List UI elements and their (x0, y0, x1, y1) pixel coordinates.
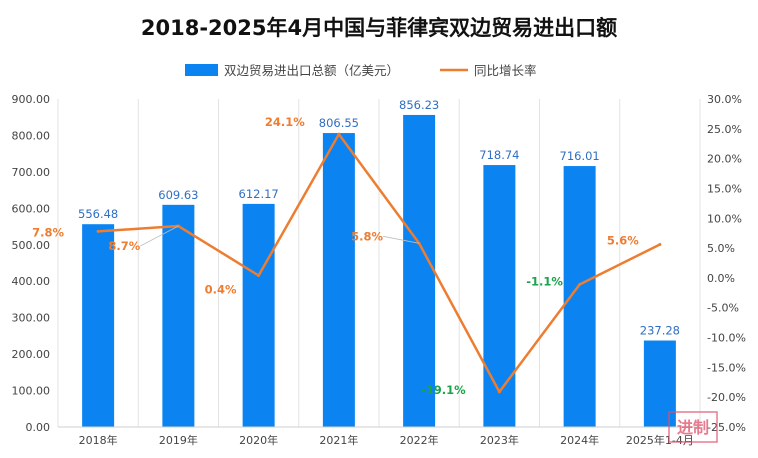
y-left-tick-label: 100.00 (12, 385, 51, 398)
bar-value-label: 612.17 (239, 187, 279, 201)
y-right-tick-label: 10.0% (707, 212, 742, 225)
growth-rate-point-4 (337, 132, 341, 136)
watermark-stamp: 进制 (668, 411, 718, 443)
bar-5 (403, 114, 436, 428)
bar-3 (242, 203, 275, 427)
growth-rate-point-6 (497, 390, 501, 394)
growth-rate-label: 7.8% (32, 225, 64, 239)
y-right-tick-label: 0.0% (707, 272, 735, 285)
growth-rate-point-7 (578, 282, 582, 286)
bar-value-label: 716.01 (560, 149, 600, 163)
y-left-tick-label: 900.00 (12, 93, 51, 106)
axes: 0.00 100.00 200.00 300.00 400.00 500.00 600.00… (12, 93, 746, 447)
x-category-label: 2023年 (480, 433, 519, 447)
y-right-tick-label: 25.0% (707, 123, 742, 136)
y-right-tick-label: 5.0% (707, 242, 735, 255)
growth-rate-point-1 (96, 229, 100, 233)
y-right-tick-label: -5.0% (707, 302, 739, 315)
x-category-label: 2025年1-4月 (626, 433, 694, 447)
bar-value-label: 237.28 (640, 324, 680, 338)
growth-rate-point-3 (257, 274, 261, 278)
data-labels: 556.48 609.63 612.17 806.55 856.23 718.74 716.… (32, 98, 680, 397)
y-right-tick-label: 15.0% (707, 182, 742, 195)
label-leader-line (383, 235, 420, 244)
bar-4 (322, 133, 355, 428)
y-left-tick-label: 400.00 (12, 275, 51, 288)
chart-legend: 双边贸易进出口总额（亿美元） 同比增长率 (185, 63, 537, 78)
chart-title: 2018-2025年4月中国与菲律宾双边贸易进出口额 (141, 16, 617, 40)
growth-rate-line (98, 132, 661, 394)
growth-rate-label: 0.4% (205, 283, 237, 297)
legend-label-line: 同比增长率 (474, 63, 537, 78)
y-left-tick-label: 300.00 (12, 312, 51, 325)
x-category-label: 2021年 (319, 433, 358, 447)
y-right-tick-label: 30.0% (707, 93, 742, 106)
bar-value-label: 718.74 (479, 148, 519, 162)
y-left-tick-label: 600.00 (12, 202, 51, 215)
growth-rate-label: 24.1% (265, 115, 305, 129)
y-left-tick-label: 0.00 (26, 421, 51, 434)
x-category-label: 2020年 (239, 433, 278, 447)
y-right-tick-label: -15.0% (707, 361, 746, 374)
bar-8 (643, 340, 676, 427)
bar-2 (162, 204, 195, 427)
bar-6 (483, 165, 516, 427)
watermark-text: 进制 (677, 418, 709, 437)
x-category-label: 2018年 (79, 433, 118, 447)
bar-7 (563, 166, 596, 427)
y-left-tick-label: 700.00 (12, 166, 51, 179)
y-right-tick-label: 20.0% (707, 153, 742, 166)
y-left-tick-label: 800.00 (12, 129, 51, 142)
label-leader-line (140, 225, 179, 247)
grid-lines (57, 99, 701, 427)
y-right-tick-label: -25.0% (707, 421, 746, 434)
x-category-label: 2024年 (560, 433, 599, 447)
growth-rate-label: 5.8% (351, 229, 383, 243)
growth-rate-point-8 (658, 243, 662, 247)
growth-rate-label: -19.1% (421, 383, 466, 397)
x-category-label: 2022年 (400, 433, 439, 447)
y-right-tick-label: -20.0% (707, 391, 746, 404)
bar-value-label: 556.48 (78, 207, 118, 221)
y-right-tick-label: -10.0% (707, 332, 746, 345)
y-left-tick-label: 500.00 (12, 239, 51, 252)
bar-1 (82, 224, 115, 427)
x-category-label: 2019年 (159, 433, 198, 447)
bar-value-label: 856.23 (399, 98, 439, 112)
growth-rate-label: -1.1% (526, 274, 563, 288)
growth-rate-label: 5.6% (607, 234, 639, 248)
bar-value-label: 609.63 (158, 188, 198, 202)
legend-label-bar: 双边贸易进出口总额（亿美元） (224, 63, 399, 78)
legend-swatch-bar (185, 64, 218, 76)
bar-series (82, 114, 676, 428)
y-left-tick-label: 200.00 (12, 348, 51, 361)
watermark-border (668, 411, 718, 443)
bar-value-label: 806.55 (319, 116, 359, 130)
growth-rate-label: 8.7% (108, 239, 140, 253)
